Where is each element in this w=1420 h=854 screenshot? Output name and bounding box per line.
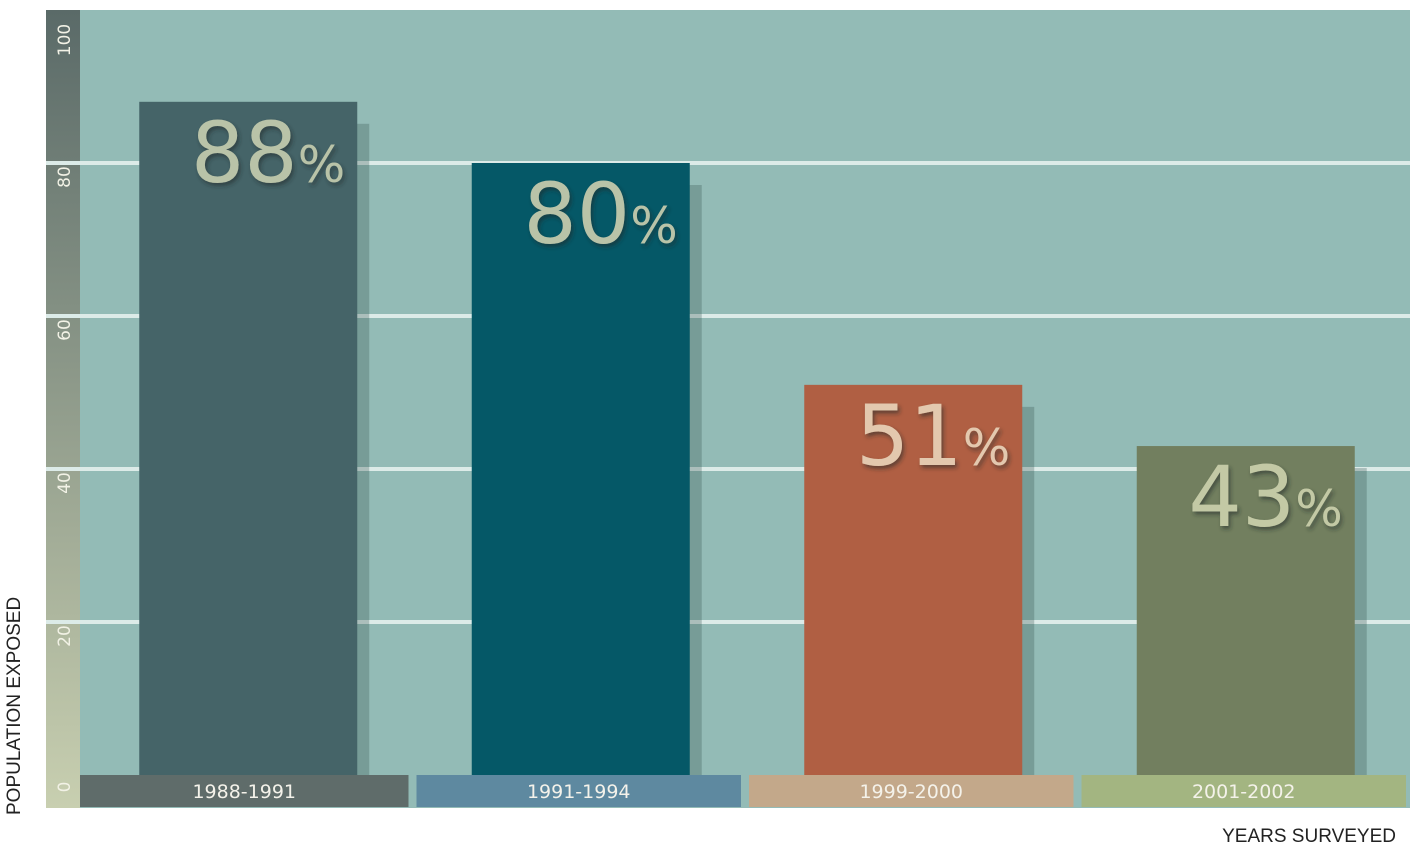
gridline	[46, 161, 1410, 165]
x-tick-label: 1988-1991	[192, 781, 296, 803]
y-tick-label: 80	[55, 166, 75, 188]
bar	[139, 101, 358, 776]
gridline	[46, 620, 1410, 624]
bar	[804, 384, 1023, 775]
y-tick-label: 100	[55, 24, 75, 56]
category-band	[80, 775, 409, 807]
data-label: 51%	[856, 387, 1010, 485]
y-tick-label: 40	[55, 472, 75, 494]
x-axis-label: YEARS SURVEYED	[1222, 826, 1396, 847]
x-tick-label: 1999-2000	[859, 781, 963, 803]
x-tick-label: 1991-1994	[527, 781, 631, 803]
x-tick-label: 2001-2002	[1192, 781, 1296, 803]
category-band	[749, 775, 1074, 807]
data-label: 88%	[191, 104, 345, 202]
y-axis-label: POPULATION EXPOSED	[4, 596, 25, 815]
bar	[471, 163, 690, 775]
category-band	[1081, 775, 1406, 807]
bar	[1136, 446, 1355, 775]
y-tick-label: 0	[55, 782, 75, 793]
y-axis-band	[46, 10, 80, 808]
category-band	[416, 775, 741, 807]
data-label: 80%	[523, 165, 677, 263]
data-label: 43%	[1188, 448, 1342, 546]
y-tick-label: 20	[55, 625, 75, 647]
y-tick-label: 60	[55, 319, 75, 341]
gridline	[46, 467, 1410, 471]
gridline	[46, 314, 1410, 318]
